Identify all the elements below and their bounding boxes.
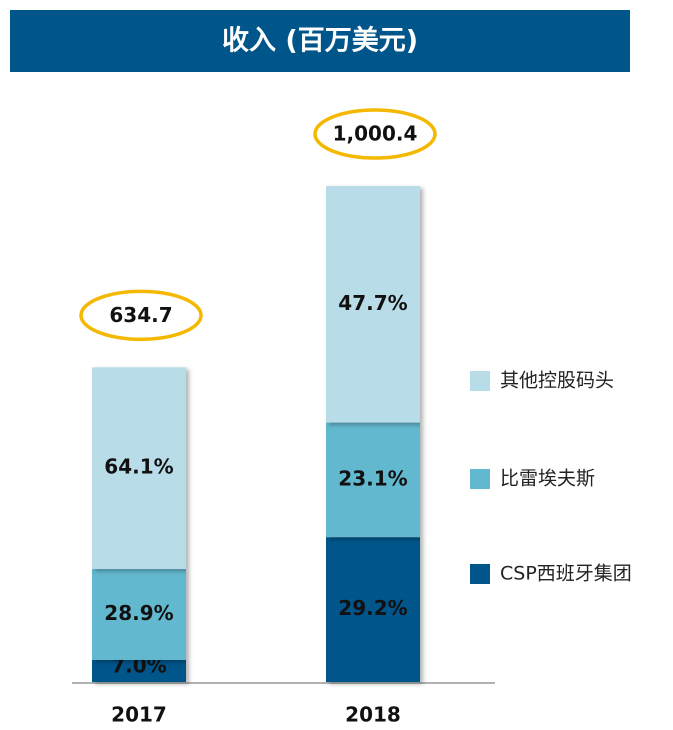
legend-label: 其他控股码头: [500, 370, 614, 392]
x-tick-label: 2017: [111, 703, 167, 727]
chart-title: 收入 (百万美元): [222, 25, 418, 57]
bar: [92, 569, 186, 660]
legend-swatch: [470, 564, 490, 584]
x-tick-label: 2018: [345, 703, 401, 727]
data-label: 28.9%: [104, 601, 173, 625]
legend-label: CSP西班牙集团: [500, 563, 632, 585]
data-label: 29.2%: [338, 596, 407, 620]
total-ellipse: [313, 108, 437, 160]
data-label: 64.1%: [104, 455, 173, 479]
total-ellipse: [79, 289, 203, 342]
data-label: 47.7%: [338, 291, 407, 315]
title-banner: [10, 10, 630, 72]
bar: [326, 186, 420, 423]
data-label: 23.1%: [338, 466, 407, 490]
legend-swatch: [470, 469, 490, 489]
bar: [326, 422, 420, 538]
total-label: 1,000.4: [333, 122, 418, 146]
bar: [92, 659, 186, 682]
bar: [92, 367, 186, 570]
bar: [326, 537, 420, 682]
legend-swatch: [470, 371, 490, 391]
legend-label: 比雷埃夫斯: [500, 468, 595, 490]
total-label: 634.7: [109, 303, 172, 327]
